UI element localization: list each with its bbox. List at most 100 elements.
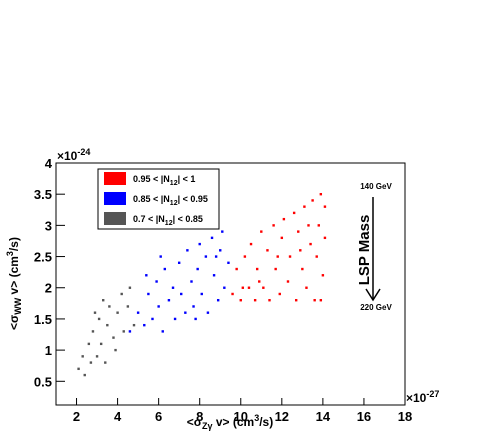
y-label-part: /s) — [7, 237, 21, 251]
legend-swatch — [104, 192, 126, 205]
point — [97, 317, 101, 321]
y-exponent-power: -24 — [77, 147, 90, 157]
x-label-sub: Zγ — [202, 421, 213, 431]
point — [305, 286, 308, 289]
legend-label: 0.95 < |N12| < 1 — [133, 174, 195, 187]
y-exponent: ×10-24 — [57, 147, 90, 163]
point — [161, 330, 164, 333]
point — [212, 274, 216, 277]
point — [180, 292, 183, 296]
point — [99, 342, 103, 346]
point — [297, 230, 300, 233]
point — [309, 242, 312, 246]
point — [177, 261, 181, 264]
y-label-sup: 3 — [5, 251, 15, 256]
point — [286, 280, 290, 283]
point — [196, 267, 199, 271]
point — [206, 311, 210, 314]
point — [143, 323, 146, 327]
point — [239, 299, 242, 302]
legend-label: 0.7 < |N12| < 0.85 — [133, 214, 203, 227]
point — [102, 299, 105, 302]
point — [159, 255, 162, 258]
point — [145, 274, 148, 277]
x-label-part: v> (cm — [213, 415, 255, 429]
point — [258, 280, 261, 283]
x-axis-title: <σZγ v> (cm3/s) — [187, 413, 273, 431]
x-label-sup: 3 — [254, 413, 259, 423]
y-tick-label: 2 — [45, 281, 52, 296]
point — [288, 255, 292, 258]
x-tick-label: 10 — [234, 409, 248, 424]
point — [83, 373, 86, 377]
point — [278, 292, 281, 296]
y-label-part: <σ — [7, 315, 21, 330]
point — [95, 355, 99, 358]
plot-frame — [55, 162, 406, 406]
x-tick-label: 4 — [114, 409, 122, 424]
point — [184, 311, 187, 314]
legend-swatch — [104, 212, 126, 225]
y-tick-label: 0.5 — [34, 374, 52, 389]
point — [292, 211, 296, 215]
point — [200, 292, 203, 296]
x-label-part: <σ — [187, 415, 202, 429]
point — [157, 305, 160, 308]
point — [247, 286, 251, 289]
legend-label-part: | < 1 — [178, 174, 196, 184]
point — [89, 361, 93, 364]
point — [299, 249, 302, 252]
point — [301, 267, 304, 271]
legend-label-part: 0.85 < |N — [133, 194, 170, 204]
y-tick-label: 1.5 — [34, 312, 52, 327]
point — [262, 286, 265, 289]
point — [155, 280, 158, 283]
annotation: 140 GeV — [360, 182, 392, 191]
point — [122, 330, 125, 333]
point — [128, 330, 132, 333]
x-label-part: /s) — [259, 415, 273, 429]
x-exponent-base: ×10 — [406, 391, 427, 405]
point — [249, 242, 253, 246]
point — [93, 311, 97, 314]
x-tick-label: 14 — [316, 409, 331, 424]
point — [315, 255, 318, 258]
point — [266, 249, 269, 252]
point — [198, 242, 201, 246]
point — [276, 255, 279, 258]
point — [114, 348, 117, 352]
legend-label-part: 12 — [170, 180, 178, 187]
point — [192, 305, 195, 308]
x-tick-label: 8 — [196, 409, 203, 424]
point — [323, 205, 327, 208]
point — [106, 323, 109, 327]
point — [321, 274, 325, 277]
point — [171, 286, 175, 289]
point — [313, 299, 316, 302]
point — [91, 330, 95, 333]
point — [173, 317, 177, 321]
point — [132, 323, 136, 327]
point — [87, 342, 91, 346]
y-label-part: v> (cm — [7, 256, 21, 298]
annotation: 220 GeV — [360, 303, 392, 312]
point — [77, 367, 80, 371]
point — [307, 224, 310, 227]
point — [319, 299, 323, 302]
point — [294, 299, 298, 302]
legend-label-part: 12 — [170, 200, 178, 207]
y-tick-label: 1 — [45, 343, 52, 358]
point — [255, 267, 259, 271]
y-label-sub: WW — [13, 297, 23, 314]
point — [323, 236, 327, 240]
legend-label: 0.85 < |N12| < 0.95 — [133, 194, 208, 207]
x-exponent: ×10-27 — [406, 389, 439, 405]
point — [253, 299, 257, 302]
y-tick-label: 4 — [45, 156, 53, 171]
point — [282, 217, 286, 221]
point — [274, 267, 277, 271]
point — [167, 299, 171, 302]
point — [147, 292, 150, 296]
